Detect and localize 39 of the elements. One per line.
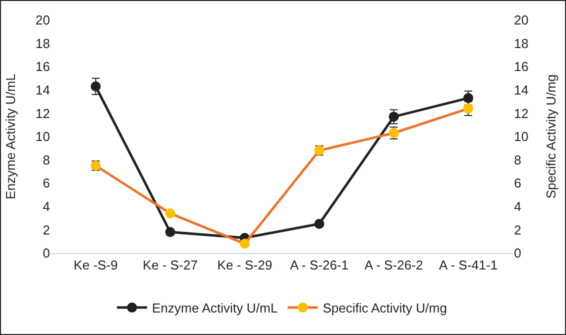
y-tick-label: 14 [36,82,50,98]
point [165,227,176,238]
point [165,208,176,218]
y2-tick-label: 10 [514,129,528,144]
legend-label: Enzyme Activity U/mL [152,300,278,316]
y2-axis-title: Specific Activity U/mg [544,74,558,199]
y2-tick-label: 16 [514,59,528,74]
x-tick-label: A - S-26-1 [290,258,349,273]
point [388,112,399,122]
y2-tick-label: 4 [514,198,522,214]
y2-tick-label: 2 [514,222,522,238]
y-tick-label: 10 [36,129,50,144]
y-tick-label: 20 [36,12,50,28]
point [463,104,474,114]
y2-tick-label: 0 [514,246,522,261]
y-tick-label: 8 [42,152,50,168]
point [90,81,101,92]
y-axis-title: Enzyme Activity U/mL [3,74,18,200]
y-tick-label: 18 [36,36,50,51]
x-tick-label: A - S-41-1 [439,258,498,273]
y-tick-label: 4 [42,198,50,214]
point [240,238,250,249]
x-tick-label: Ke - S-27 [142,258,198,273]
y2-tick-label: 14 [514,82,528,98]
y-tick-label: 2 [42,222,50,238]
y2-tick-label: 12 [514,106,528,121]
legend-label: Specific Activity U/mg [322,300,447,316]
y2-tick-label: 20 [514,12,528,28]
y-tick-label: 6 [42,176,50,191]
y-tick-label: 0 [42,246,50,261]
x-tick-label: A - S-26-2 [364,258,424,273]
x-tick-label: Ke -S-9 [74,258,118,273]
y2-tick-label: 18 [514,36,528,51]
y2-tick-label: 8 [514,152,522,168]
y2-tick-label: 6 [514,176,522,191]
y-tick-label: 12 [36,106,50,121]
y-tick-label: 16 [36,59,50,74]
point [314,218,324,229]
x-tick-label: Ke - S-29 [217,258,272,273]
